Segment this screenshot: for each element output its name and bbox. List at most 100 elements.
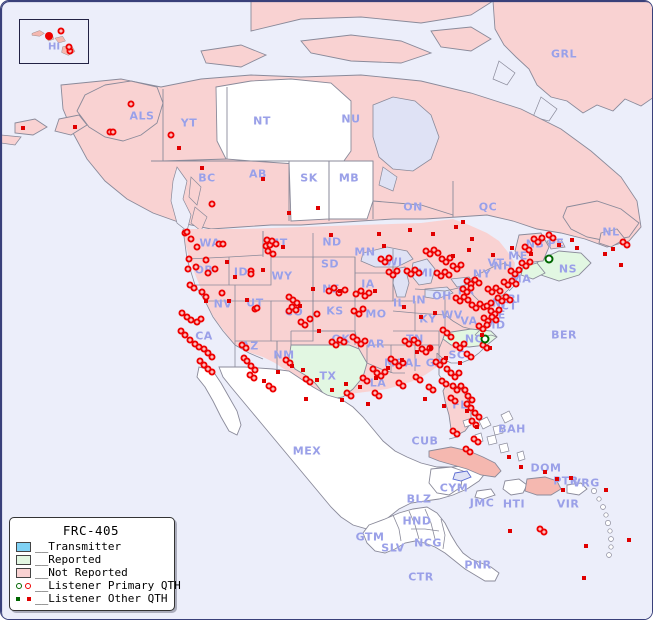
marker-listener-primary-qth[interactable]: [534, 238, 542, 246]
marker-listener-other-qth[interactable]: [458, 361, 462, 365]
marker-listener-other-qth[interactable]: [519, 465, 523, 469]
marker-listener-other-qth[interactable]: [461, 220, 465, 224]
marker-listener-other-qth[interactable]: [507, 455, 511, 459]
marker-listener-primary-qth[interactable]: [247, 362, 255, 370]
marker-listener-primary-qth[interactable]: [472, 304, 480, 312]
marker-listener-other-qth[interactable]: [358, 385, 362, 389]
marker-listener-primary-qth[interactable]: [363, 377, 371, 385]
marker-listener-other-qth[interactable]: [304, 397, 308, 401]
marker-listener-primary-qth[interactable]: [313, 310, 321, 318]
marker-listener-primary-qth[interactable]: [538, 234, 546, 242]
marker-listener-primary-qth[interactable]: [442, 380, 450, 388]
marker-listener-primary-qth[interactable]: [487, 299, 495, 307]
marker-listener-primary-qth[interactable]: [353, 336, 361, 344]
marker-listener-primary-qth[interactable]: [504, 281, 512, 289]
marker-listener-primary-qth[interactable]: [292, 306, 300, 314]
marker-listener-primary-qth[interactable]: [474, 438, 482, 446]
marker-listener-primary-qth[interactable]: [540, 528, 548, 536]
marker-listener-primary-qth[interactable]: [185, 255, 193, 263]
marker-listener-other-qth[interactable]: [317, 329, 321, 333]
marker-listener-primary-qth[interactable]: [460, 340, 468, 348]
marker-listener-primary-qth[interactable]: [623, 241, 631, 249]
marker-listener-other-qth[interactable]: [311, 287, 315, 291]
marker-listener-other-qth[interactable]: [423, 397, 427, 401]
marker-listener-other-qth[interactable]: [340, 398, 344, 402]
marker-listener-primary-qth[interactable]: [407, 270, 415, 278]
marker-listener-primary-qth[interactable]: [526, 258, 534, 266]
marker-listener-primary-qth[interactable]: [506, 296, 514, 304]
marker-listener-other-qth[interactable]: [619, 263, 623, 267]
marker-listener-primary-qth[interactable]: [293, 299, 301, 307]
marker-listener-other-qth[interactable]: [338, 289, 342, 293]
marker-listener-primary-qth[interactable]: [251, 366, 259, 374]
marker-listener-primary-qth[interactable]: [183, 228, 191, 236]
marker-listener-primary-qth[interactable]: [511, 270, 519, 278]
marker-listener-other-qth[interactable]: [433, 311, 437, 315]
marker-listener-primary-qth[interactable]: [375, 392, 383, 400]
marker-listener-primary-qth[interactable]: [242, 344, 250, 352]
marker-listener-primary-qth[interactable]: [181, 331, 189, 339]
marker-listener-other-qth[interactable]: [281, 245, 285, 249]
marker-listener-primary-qth[interactable]: [341, 286, 349, 294]
marker-listener-other-qth[interactable]: [177, 146, 181, 150]
marker-listener-primary-qth[interactable]: [468, 417, 476, 425]
marker-listener-other-qth[interactable]: [584, 544, 588, 548]
marker-listener-other-qth[interactable]: [451, 254, 455, 258]
marker-listener-primary-qth[interactable]: [211, 265, 219, 273]
marker-listener-other-qth[interactable]: [510, 246, 514, 250]
marker-listener-primary-qth[interactable]: [340, 338, 348, 346]
marker-listener-other-qth[interactable]: [604, 488, 608, 492]
marker-listener-primary-qth[interactable]: [437, 272, 445, 280]
marker-listener-other-qth[interactable]: [429, 346, 433, 350]
marker-listener-primary-qth[interactable]: [186, 336, 194, 344]
marker-listener-primary-qth[interactable]: [443, 329, 451, 337]
marker-listener-primary-qth[interactable]: [250, 374, 258, 382]
marker-listener-primary-qth[interactable]: [522, 262, 530, 270]
marker-listener-primary-qth[interactable]: [177, 327, 185, 335]
marker-listener-other-qth[interactable]: [386, 366, 390, 370]
marker-listener-primary-qth[interactable]: [204, 349, 212, 357]
marker-listener-primary-qth[interactable]: [464, 296, 472, 304]
marker-listener-other-qth[interactable]: [366, 402, 370, 406]
marker-listener-primary-qth[interactable]: [464, 392, 472, 400]
marker-listener-primary-qth[interactable]: [445, 271, 453, 279]
marker-listener-other-qth[interactable]: [315, 378, 319, 382]
marker-listener-other-qth[interactable]: [603, 252, 607, 256]
marker-listener-primary-qth[interactable]: [193, 243, 201, 251]
marker-listener-primary-qth[interactable]: [467, 404, 475, 412]
marker-listener-primary-qth[interactable]: [393, 267, 401, 275]
marker-listener-primary-qth[interactable]: [456, 344, 464, 352]
marker-listener-primary-qth[interactable]: [361, 337, 369, 345]
marker-listener-other-qth[interactable]: [454, 225, 458, 229]
marker-listener-other-qth[interactable]: [262, 379, 266, 383]
marker-listener-other-qth[interactable]: [582, 576, 586, 580]
marker-listener-other-qth[interactable]: [570, 238, 574, 242]
marker-listener-primary-qth[interactable]: [269, 385, 277, 393]
marker-listener-primary-qth[interactable]: [219, 240, 227, 248]
marker-listener-other-qth[interactable]: [415, 350, 419, 354]
marker-listener-primary-qth[interactable]: [218, 289, 226, 297]
marker-listener-other-qth[interactable]: [491, 253, 495, 257]
marker-listener-primary-qth[interactable]: [475, 413, 483, 421]
marker-listener-other-qth[interactable]: [225, 260, 229, 264]
marker-listener-primary-qth[interactable]: [204, 269, 212, 277]
marker-listener-primary-qth[interactable]: [455, 369, 463, 377]
marker-listener-primary-qth[interactable]: [127, 100, 135, 108]
marker-listener-primary-qth[interactable]: [272, 240, 280, 248]
marker-listener-other-qth[interactable]: [627, 538, 631, 542]
marker-listener-primary-qth[interactable]: [369, 365, 377, 373]
marker-listener-other-qth[interactable]: [557, 243, 561, 247]
marker-listener-primary-qth[interactable]: [365, 289, 373, 297]
marker-listener-primary-qth[interactable]: [202, 256, 210, 264]
marker-listener-other-qth[interactable]: [290, 364, 294, 368]
marker-listener-other-qth[interactable]: [382, 244, 386, 248]
marker-listener-primary-qth[interactable]: [184, 265, 192, 273]
marker-listener-other-qth[interactable]: [611, 247, 615, 251]
marker-listener-primary-qth[interactable]: [385, 254, 393, 262]
marker-listener-primary-qth[interactable]: [495, 306, 503, 314]
marker-listener-other-qth[interactable]: [529, 252, 533, 256]
marker-listener-other-qth[interactable]: [316, 206, 320, 210]
marker-listener-other-qth[interactable]: [329, 233, 333, 237]
marker-listener-primary-qth[interactable]: [479, 325, 487, 333]
marker-listener-primary-qth[interactable]: [512, 280, 520, 288]
